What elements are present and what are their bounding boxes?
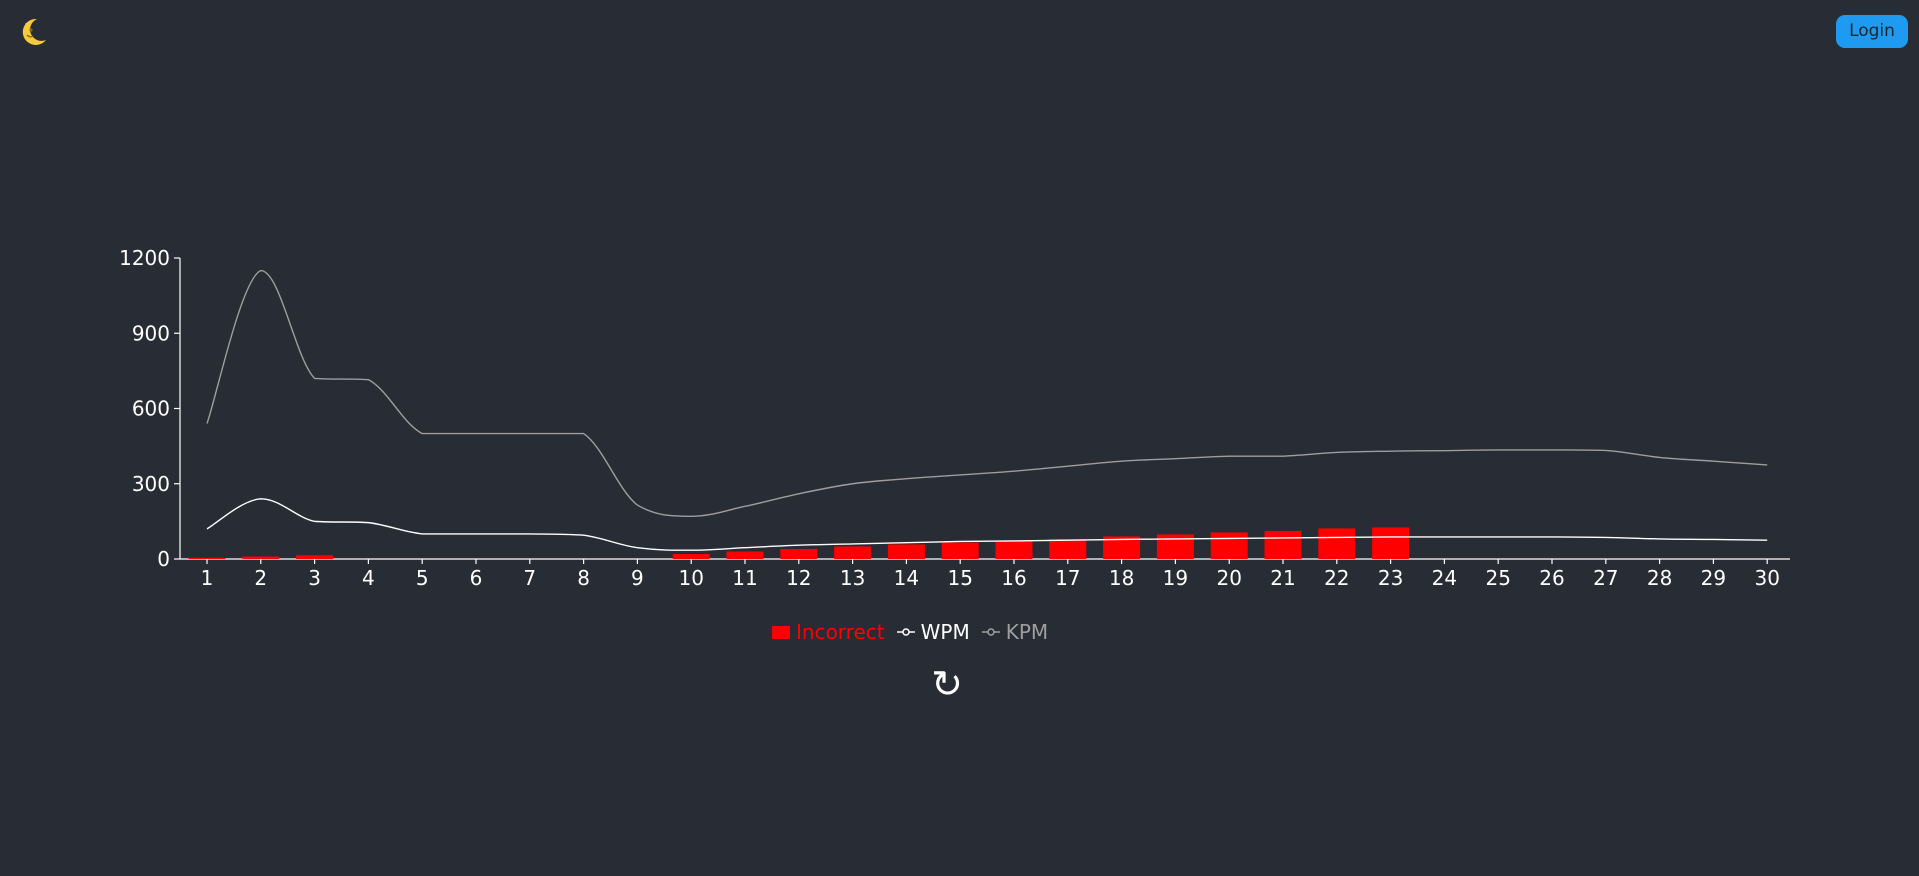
moon-icon-graphic: z — [22, 18, 46, 45]
x-tick-label: 11 — [732, 566, 757, 590]
y-tick-label: 900 — [132, 321, 170, 345]
x-tick-label: 29 — [1701, 566, 1726, 590]
x-tick-label: 8 — [577, 566, 590, 590]
incorrect-bar — [1372, 527, 1410, 559]
x-tick-label: 6 — [470, 566, 483, 590]
x-tick-label: 25 — [1485, 566, 1510, 590]
incorrect-bar — [726, 551, 764, 559]
x-tick-label: 21 — [1270, 566, 1295, 590]
x-tick-label: 22 — [1324, 566, 1349, 590]
moon-icon[interactable]: z — [18, 16, 50, 48]
legend-item-incorrect[interactable]: Incorrect — [772, 620, 885, 644]
x-tick-label: 30 — [1754, 566, 1779, 590]
legend-swatch-bar — [772, 625, 790, 639]
x-tick-label: 23 — [1378, 566, 1403, 590]
incorrect-bar — [995, 540, 1033, 559]
y-tick-label: 300 — [132, 472, 170, 496]
x-tick-label: 26 — [1539, 566, 1564, 590]
incorrect-bar — [941, 542, 979, 559]
incorrect-bar — [1103, 536, 1141, 559]
svg-text:z: z — [25, 21, 29, 29]
reload-icon[interactable]: ↻ — [925, 662, 969, 706]
series-lines — [206, 269, 1768, 551]
incorrect-bar — [834, 546, 872, 559]
x-tick-label: 20 — [1216, 566, 1241, 590]
y-tick-label: 1200 — [119, 246, 170, 270]
x-tick-label: 17 — [1055, 566, 1080, 590]
incorrect-bar — [188, 557, 226, 559]
legend-label: KPM — [1005, 620, 1049, 644]
x-tick-label: 15 — [947, 566, 972, 590]
incorrect-bar — [780, 548, 818, 559]
wpm-line — [206, 498, 1768, 551]
legend-item-wpm[interactable]: WPM — [896, 620, 970, 644]
x-tick-label: 2 — [254, 566, 267, 590]
incorrect-bar — [1264, 530, 1302, 559]
x-tick-label: 27 — [1593, 566, 1618, 590]
incorrect-bar — [887, 544, 925, 559]
x-tick-label: 3 — [308, 566, 321, 590]
x-tick-label: 12 — [786, 566, 811, 590]
x-tick-label: 4 — [362, 566, 375, 590]
chart-legend: Incorrect WPM KPM — [772, 619, 1060, 645]
incorrect-bar — [242, 556, 280, 559]
incorrect-bar — [672, 553, 710, 559]
login-button[interactable]: Login — [1836, 15, 1908, 48]
x-tick-label: 5 — [416, 566, 429, 590]
x-tick-label: 10 — [678, 566, 703, 590]
legend-label: WPM — [920, 620, 970, 644]
x-tick-label: 18 — [1109, 566, 1134, 590]
legend-item-kpm[interactable]: KPM — [981, 620, 1049, 644]
legend-swatch-line — [896, 628, 915, 636]
x-tick-label: 14 — [894, 566, 919, 590]
incorrect-bar — [1210, 532, 1248, 559]
x-tick-label: 28 — [1647, 566, 1672, 590]
x-tick-label: 1 — [201, 566, 214, 590]
legend-swatch-line — [981, 628, 1000, 636]
legend-label: Incorrect — [796, 620, 885, 644]
x-tick-label: 19 — [1163, 566, 1188, 590]
incorrect-bar — [1318, 528, 1356, 559]
y-tick-label: 0 — [157, 547, 170, 571]
y-tick-label: 600 — [132, 397, 170, 421]
incorrect-bars — [188, 527, 1410, 559]
x-tick-label: 16 — [1001, 566, 1026, 590]
x-tick-label: 24 — [1432, 566, 1457, 590]
incorrect-bar — [1156, 534, 1194, 559]
incorrect-bar — [1049, 538, 1087, 559]
incorrect-bar — [296, 555, 334, 559]
kpm-line — [206, 269, 1768, 518]
x-tick-label: 7 — [523, 566, 536, 590]
x-tick-label: 9 — [631, 566, 644, 590]
x-tick-label: 13 — [840, 566, 865, 590]
